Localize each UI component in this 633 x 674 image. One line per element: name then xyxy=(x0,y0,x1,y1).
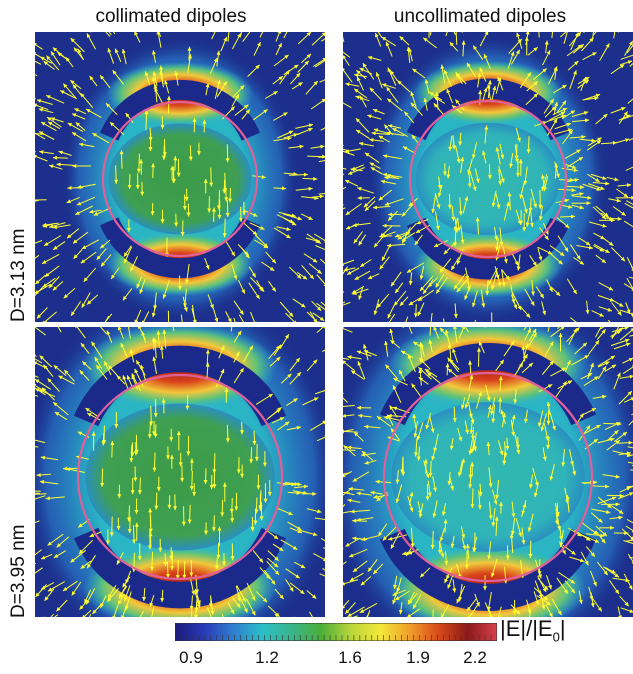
row-label-d395: D=3.95 nm xyxy=(8,524,29,618)
colorbar-tick: 1.2 xyxy=(255,648,279,667)
field-map-collimated-d395 xyxy=(35,327,325,617)
colorbar-tick: 0.9 xyxy=(179,648,203,667)
field-map-uncollimated-d395 xyxy=(343,327,633,617)
field-map-uncollimated-d313 xyxy=(343,32,633,322)
colorbar xyxy=(174,622,498,642)
colorbar-label: |E|/|E0| xyxy=(500,616,566,645)
row-label-d313: D=3.13 nm xyxy=(8,228,29,322)
column-title-collimated: collimated dipoles xyxy=(95,6,247,27)
colorbar-tick: 1.6 xyxy=(338,648,362,667)
field-map-collimated-d313 xyxy=(35,32,325,322)
column-title-uncollimated: uncollimated dipoles xyxy=(393,6,567,27)
colorbar-tick: 1.9 xyxy=(406,648,430,667)
colorbar-tick: 2.2 xyxy=(463,648,487,667)
